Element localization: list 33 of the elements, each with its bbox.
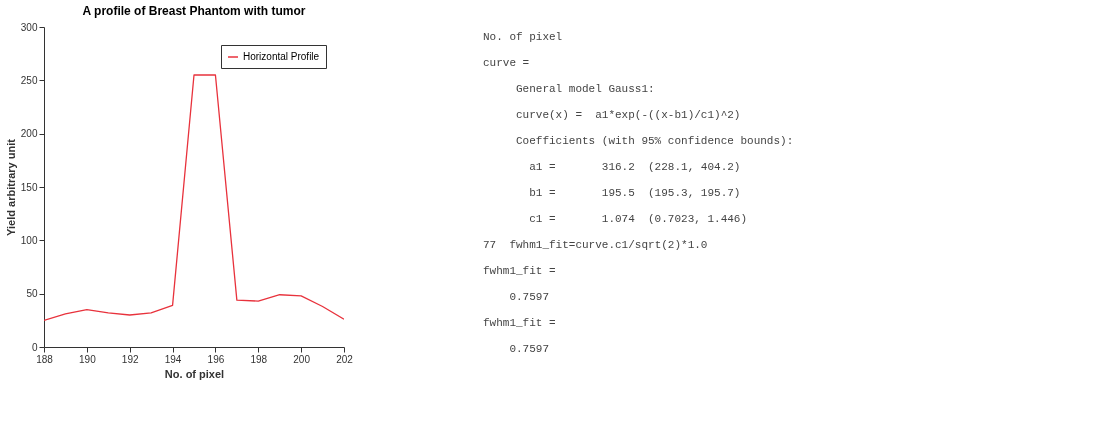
text: curve(x) = a1*exp(-((x-b1)/c1)^2) — [516, 109, 741, 121]
y-tick-label: 200 — [20, 128, 38, 140]
text: curve = — [483, 57, 530, 69]
text: c1 = 1.074 (0.7023, 1.446) — [529, 213, 748, 225]
y-tick-label: 100 — [20, 234, 38, 246]
line-series — [44, 74, 344, 321]
chart-title: A profile of Breast Phantom with tumor — [82, 4, 306, 18]
text: No. of pixel — [483, 31, 563, 43]
x-tick-label: 200 — [293, 353, 311, 365]
text: 0.7597 — [509, 343, 550, 355]
text: fwhm1_fit = — [483, 265, 556, 277]
text: 77 fwhm1_fit=curve.c1/sqrt(2)*1.0 — [483, 239, 708, 251]
x-tick-label: 198 — [250, 353, 268, 365]
legend-label: Horizontal Profile — [243, 51, 320, 62]
x-tick-label: 194 — [164, 353, 182, 365]
text: b1 = 195.5 (195.3, 195.7) — [529, 187, 741, 199]
x-tick-label: 190 — [79, 353, 97, 365]
x-tick-label: 188 — [36, 353, 54, 365]
text: 0.7597 — [509, 291, 550, 303]
x-axis-title: No. of pixel — [164, 367, 225, 380]
x-tick-label: 196 — [207, 353, 225, 365]
y-tick-label: 300 — [20, 21, 38, 33]
text: Coefficients (with 95% confidence bounds): — [516, 135, 794, 147]
x-tick-label: 192 — [121, 353, 139, 365]
text: General model Gauss1: — [516, 83, 655, 95]
text: a1 = 316.2 (228.1, 404.2) — [529, 161, 741, 173]
y-tick-label: 0 — [31, 341, 38, 353]
text: fwhm1_fit = — [483, 317, 556, 329]
x-tick-label: 202 — [336, 353, 354, 365]
y-tick-label: 150 — [20, 181, 38, 193]
y-tick-label: 250 — [20, 74, 38, 86]
y-tick-label: 50 — [26, 288, 38, 300]
y-axis-title: Yield arbitrary unit — [4, 138, 17, 236]
